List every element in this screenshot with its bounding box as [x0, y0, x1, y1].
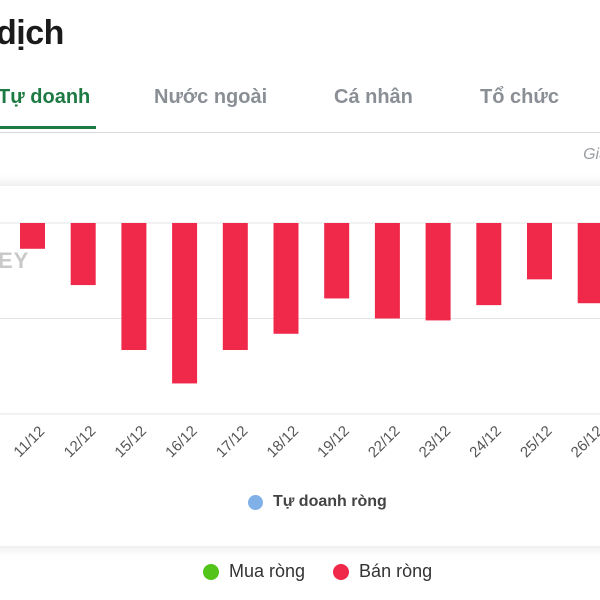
- x-tick-label: 22/12: [365, 423, 404, 462]
- bar-22-12[interactable]: [374, 223, 400, 319]
- x-tick-label: 17/12: [213, 423, 252, 462]
- x-tick-label: 18/12: [264, 423, 303, 462]
- x-tick-label: 12/12: [61, 423, 100, 462]
- red-dot-icon: [333, 563, 350, 580]
- legend-buy-label: Mua ròng: [229, 561, 306, 581]
- x-tick-label: 16/12: [162, 423, 201, 462]
- bar-19-12[interactable]: [324, 223, 350, 299]
- bar-16-12[interactable]: [172, 223, 198, 384]
- bar-11-12[interactable]: [20, 223, 45, 249]
- unit-note: Giá: [583, 146, 600, 163]
- bar-26-12[interactable]: [577, 223, 600, 304]
- series-dot-icon: [248, 494, 263, 510]
- tab-bar: Tự doanh Nước ngoài Cá nhân Tổ chức: [0, 78, 600, 134]
- x-tick-label: 11/12: [10, 423, 48, 461]
- bar-12-12[interactable]: [70, 223, 96, 286]
- x-tick-label: 25/12: [517, 423, 556, 462]
- bar-23-12[interactable]: [425, 223, 451, 321]
- page-title: dịch: [0, 14, 64, 52]
- legend-item-sell[interactable]: Bán ròng: [333, 561, 432, 582]
- bar-24-12[interactable]: [476, 223, 502, 306]
- bar-18-12[interactable]: [273, 223, 299, 334]
- tabs-divider: [0, 132, 600, 133]
- bar-25-12[interactable]: [527, 223, 552, 280]
- legend-item-buy[interactable]: Mua ròng: [203, 561, 305, 582]
- watermark: EY: [0, 248, 30, 273]
- tab-ca-nhan[interactable]: Cá nhân: [334, 86, 413, 108]
- bar-15-12[interactable]: [121, 223, 147, 351]
- legend-sell-label: Bán ròng: [359, 561, 433, 581]
- buy-sell-legend: Mua ròng Bán ròng: [203, 561, 460, 582]
- bar-17-12[interactable]: [222, 223, 248, 351]
- x-tick-label: 23/12: [416, 423, 455, 462]
- x-tick-label: 15/12: [111, 423, 150, 462]
- x-tick-label: 24/12: [466, 423, 505, 462]
- tab-tu-doanh[interactable]: Tự doanh: [0, 86, 91, 108]
- tab-to-chuc[interactable]: Tổ chức: [480, 86, 559, 108]
- series-legend-label: Tự doanh ròng: [273, 493, 387, 510]
- green-dot-icon: [203, 563, 219, 580]
- tab-nuoc-ngoai[interactable]: Nước ngoài: [154, 86, 268, 108]
- x-tick-label: 19/12: [314, 423, 353, 462]
- series-legend[interactable]: Tự doanh ròng: [248, 493, 387, 511]
- active-tab-indicator: [0, 126, 96, 129]
- x-tick-label: 26/12: [568, 423, 600, 462]
